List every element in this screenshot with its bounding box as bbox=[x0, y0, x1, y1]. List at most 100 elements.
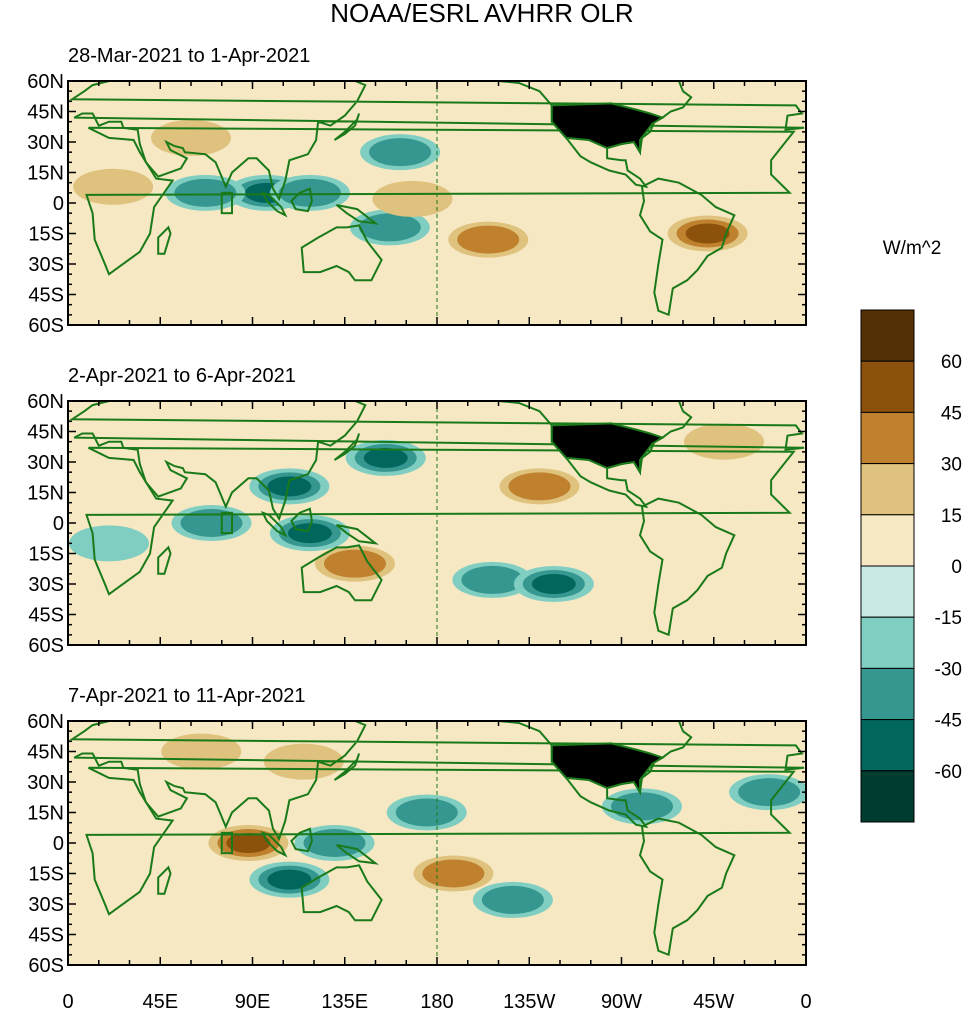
colorbar-label: -30 bbox=[935, 659, 962, 680]
lat-tick-label: 60S bbox=[28, 635, 64, 657]
longitude-tick-labels: 0 45E 90E 135E 180 135W 90W 45W 0 bbox=[62, 991, 811, 1013]
colorbar-swatch bbox=[860, 411, 915, 465]
anomaly-contour bbox=[395, 798, 458, 827]
lat-tick-label: 15S bbox=[28, 224, 64, 246]
usa-mask bbox=[550, 742, 665, 796]
coastline-greenland bbox=[693, 81, 720, 82]
anomaly-contour bbox=[226, 833, 271, 853]
anomaly-contour bbox=[457, 225, 520, 254]
lat-tick-label: 45S bbox=[28, 925, 64, 947]
lon-tick-label: 135W bbox=[503, 991, 555, 1013]
coastline-southamerica bbox=[638, 817, 736, 957]
lat-tick-label: 60S bbox=[28, 955, 64, 977]
anomaly-mark bbox=[165, 174, 246, 211]
lat-tick-label: 45N bbox=[27, 102, 64, 124]
anomaly-contour bbox=[738, 778, 801, 807]
anomaly-contour bbox=[267, 869, 312, 890]
map-panel-1: 28-Mar-2021 to 1-Apr-2021 60N 45N 30N 15N 0 1… bbox=[27, 45, 807, 337]
anomaly-contour bbox=[151, 119, 231, 156]
lat-tick-label: 0 bbox=[53, 833, 64, 855]
coastline-greenland bbox=[693, 721, 720, 722]
anomaly-contour bbox=[69, 525, 149, 562]
coastline-southamerica bbox=[638, 177, 736, 317]
coastline-borneo bbox=[290, 827, 313, 853]
coastline-greenland bbox=[693, 401, 720, 402]
lat-tick-label: 0 bbox=[53, 193, 64, 215]
coastline-madagascar bbox=[157, 545, 172, 575]
lat-tick-label: 30N bbox=[27, 772, 64, 794]
lat-tick-label: 15S bbox=[28, 544, 64, 566]
lat-tick-label: 15N bbox=[27, 163, 64, 185]
coastline-africa bbox=[85, 446, 796, 596]
lat-tick-label: 0 bbox=[53, 513, 64, 535]
anomaly-mark bbox=[315, 545, 395, 582]
panel-2-axes: 60N 45N 30N 15N 0 15S 30S 45S 60S bbox=[27, 391, 807, 657]
coastline-borneo bbox=[290, 507, 313, 533]
lat-tick-label: 45N bbox=[27, 422, 64, 444]
lat-tick-label: 15S bbox=[28, 864, 64, 886]
anomaly-contour bbox=[531, 574, 576, 594]
lon-tick-label: 0 bbox=[62, 991, 73, 1013]
lon-tick-label: 90W bbox=[601, 991, 642, 1013]
anomaly-mark bbox=[171, 505, 252, 541]
anomaly-contour bbox=[267, 476, 312, 497]
anomaly-contour bbox=[161, 733, 242, 770]
lat-tick-label: 60S bbox=[28, 315, 64, 337]
lon-tick-label: 45E bbox=[142, 991, 178, 1013]
coastline-madagascar bbox=[157, 225, 172, 255]
lon-tick-label: 180 bbox=[420, 991, 453, 1013]
anomaly-mark bbox=[161, 733, 242, 770]
lon-tick-label: 90E bbox=[235, 991, 271, 1013]
anomaly-contour bbox=[481, 885, 544, 914]
anomaly-contour bbox=[73, 168, 154, 205]
colorbar-label: 0 bbox=[951, 557, 962, 578]
anomaly-mark bbox=[386, 794, 467, 831]
panel-2-title: 2-Apr-2021 to 6-Apr-2021 bbox=[68, 365, 296, 387]
anomaly-contour bbox=[324, 549, 386, 578]
anomaly-mark bbox=[513, 566, 594, 602]
panel-1-coastlines bbox=[68, 81, 805, 325]
index-box bbox=[220, 511, 233, 535]
lat-tick-label: 60N bbox=[27, 711, 64, 733]
anomaly-contour bbox=[684, 423, 764, 460]
coastline-africa bbox=[85, 766, 796, 916]
anomaly-mark bbox=[602, 788, 682, 825]
anomaly-mark bbox=[249, 468, 330, 505]
coastline-newguinea bbox=[335, 204, 379, 225]
coastline-southamerica bbox=[638, 497, 736, 637]
colorbar-swatch bbox=[860, 616, 915, 669]
anomaly-mark bbox=[372, 180, 453, 217]
coastline-japan bbox=[333, 113, 361, 141]
anomaly-contour bbox=[461, 565, 524, 594]
anomaly-contour bbox=[358, 213, 421, 242]
anomaly-mark bbox=[345, 439, 426, 476]
lat-tick-label: 30N bbox=[27, 132, 64, 154]
anomaly-contour bbox=[422, 859, 485, 888]
coastline-eurasia bbox=[68, 81, 805, 202]
coastline-borneo bbox=[290, 187, 313, 213]
colorbar-units: W/m^2 bbox=[883, 238, 942, 259]
lat-tick-label: 45S bbox=[28, 285, 64, 307]
colorbar-label: -15 bbox=[935, 608, 962, 629]
usa-mask bbox=[550, 102, 665, 156]
anomaly-contour bbox=[372, 180, 453, 217]
colorbar-label: 45 bbox=[941, 403, 962, 424]
map-panel-2: 2-Apr-2021 to 6-Apr-2021 60N 45N 30N 15N 0 15… bbox=[27, 365, 807, 657]
anomaly-mark bbox=[472, 881, 553, 918]
colorbar-label: 15 bbox=[941, 506, 962, 527]
colorbar-swatch bbox=[860, 463, 915, 516]
coastline-australia bbox=[300, 544, 383, 602]
lat-tick-label: 30S bbox=[28, 894, 64, 916]
panel-3-anomaly-field bbox=[68, 721, 806, 965]
anomaly-mark bbox=[729, 774, 806, 811]
lon-tick-label: 45W bbox=[693, 991, 734, 1013]
index-box bbox=[220, 191, 233, 215]
anomaly-contour bbox=[287, 523, 332, 544]
panel-3-coastlines bbox=[68, 721, 805, 965]
coastline-sumatra bbox=[260, 831, 288, 858]
map-panel-3: 7-Apr-2021 to 11-Apr-2021 60N 45N 30N 15N 0 1… bbox=[27, 685, 807, 977]
coastline-eurasia bbox=[68, 401, 805, 522]
colorbar-label: 60 bbox=[941, 352, 962, 373]
coastline-japan bbox=[333, 433, 361, 461]
